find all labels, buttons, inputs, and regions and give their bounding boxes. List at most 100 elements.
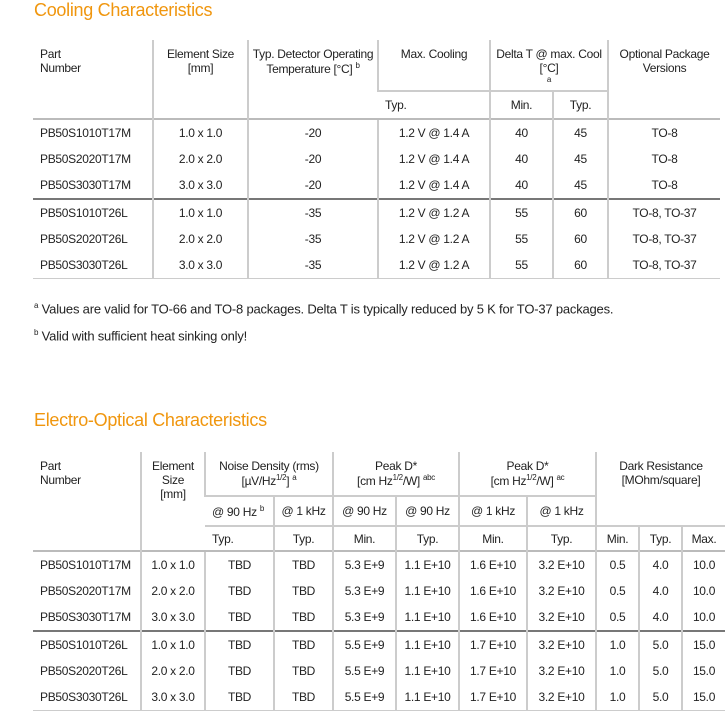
table-cell: 1.7 E+10 bbox=[458, 684, 527, 711]
table-row: PB50S2020T17M 2.0 x 2.0 TBD TBD 5.3 E+9 1.1 E… bbox=[33, 578, 726, 604]
table-cell: TBD bbox=[273, 550, 333, 578]
table-cell: 55 bbox=[489, 198, 553, 226]
subheader-min: Min. bbox=[332, 525, 396, 551]
table-cell: 1.0 bbox=[595, 684, 640, 711]
table-cell: 2.0 x 2.0 bbox=[140, 578, 205, 604]
table-cell: 10.0 bbox=[681, 550, 726, 578]
header-part: Part Number bbox=[40, 459, 81, 487]
table-cell: 1.2 V @ 1.2 A bbox=[377, 226, 490, 252]
part-number-cell: PB50S2020T26L bbox=[40, 232, 128, 246]
table-cell: 1.1 E+10 bbox=[395, 550, 459, 578]
table-cell: 0.5 bbox=[595, 550, 640, 578]
table-cell: 15.0 bbox=[681, 658, 726, 684]
table-cell: -35 bbox=[247, 252, 378, 279]
table-cell: 1.2 V @ 1.4 A bbox=[377, 118, 490, 146]
part-number-cell: PB50S1010T17M bbox=[33, 550, 141, 578]
table-row: PB50S3030T17M 3.0 x 3.0 -20 1.2 V @ 1.4 A 40… bbox=[33, 172, 721, 199]
table-cell: 5.5 E+9 bbox=[332, 658, 396, 684]
subheader-typ: Typ. bbox=[273, 525, 333, 551]
table-cell: 1.2 V @ 1.2 A bbox=[377, 198, 490, 226]
table-cell: -20 bbox=[247, 118, 378, 146]
table-cell: TBD bbox=[204, 604, 274, 631]
table-row: PB50S3030T26L 3.0 x 3.0 -35 1.2 V @ 1.2 A 55… bbox=[33, 252, 721, 279]
cooling-table: Part Number Element Size [mm] Typ. Detec… bbox=[33, 40, 721, 279]
part-number-cell: PB50S1010T26L bbox=[33, 198, 153, 226]
header-size: Element Size [mm] bbox=[152, 40, 248, 119]
table-row: PB50S1010T17M 1.0 x 1.0 TBD TBD 5.3 E+9 1.1 E… bbox=[33, 550, 726, 578]
subheader-1khz: @ 1 kHz bbox=[525, 495, 597, 526]
table-cell: 5.5 E+9 bbox=[332, 630, 396, 658]
table-cell: 5.3 E+9 bbox=[332, 550, 396, 578]
table-cell: -20 bbox=[247, 172, 378, 199]
table-cell: 1.0 x 1.0 bbox=[152, 118, 248, 146]
table-cell: 60 bbox=[551, 252, 609, 279]
table-cell: 1.1 E+10 bbox=[395, 578, 459, 604]
part-number-cell: PB50S3030T26L bbox=[33, 684, 141, 711]
table-cell: 3.0 x 3.0 bbox=[152, 252, 248, 279]
table-cell: 60 bbox=[551, 226, 609, 252]
header-dark-resistance: Dark Resistance [MOhm/square] bbox=[595, 452, 726, 526]
header-part: Part Number bbox=[40, 47, 81, 75]
part-number-cell: PB50S1010T26L bbox=[33, 630, 141, 658]
table-cell: 40 bbox=[489, 146, 553, 172]
header-package: Optional Package Versions bbox=[607, 40, 721, 119]
table-cell: 5.0 bbox=[638, 658, 683, 684]
table-row: PB50S1010T26L 1.0 x 1.0 -35 1.2 V @ 1.2 A 55… bbox=[33, 198, 721, 226]
table-cell: 4.0 bbox=[638, 578, 683, 604]
subheader-90hz: @ 90 Hz bbox=[332, 495, 396, 526]
table-row: PB50S2020T26L 2.0 x 2.0 -35 1.2 V @ 1.2 A 55… bbox=[33, 226, 721, 252]
table-row: PB50S3030T26L 3.0 x 3.0 TBD TBD 5.5 E+9 1.1 E… bbox=[33, 684, 726, 711]
part-number-cell: PB50S2020T26L bbox=[40, 664, 128, 678]
footnote-b: b Valid with sufficient heat sinking onl… bbox=[34, 328, 248, 344]
table-cell: 5.3 E+9 bbox=[332, 604, 396, 631]
header-peak-d-1k: Peak D* [cm Hz1/2/W] ac bbox=[457, 452, 597, 496]
table-cell: 4.0 bbox=[638, 550, 683, 578]
subheader-min: Min. bbox=[489, 90, 553, 119]
table-cell: 1.6 E+10 bbox=[458, 550, 527, 578]
table-cell: TBD bbox=[273, 604, 333, 631]
table-cell: TBD bbox=[204, 550, 274, 578]
table-cell: 45 bbox=[551, 118, 609, 146]
subheader-1khz: @ 1 kHz bbox=[273, 495, 333, 526]
table-cell: 45 bbox=[551, 146, 609, 172]
table-cell: 1.7 E+10 bbox=[458, 630, 527, 658]
part-number-cell: PB50S3030T17M bbox=[40, 610, 131, 624]
table-cell: 3.0 x 3.0 bbox=[140, 684, 205, 711]
table-cell: 1.1 E+10 bbox=[395, 684, 459, 711]
table-cell: 1.0 x 1.0 bbox=[140, 630, 205, 658]
table-cell: 1.1 E+10 bbox=[395, 630, 459, 658]
table-cell: 1.1 E+10 bbox=[395, 604, 459, 631]
table-cell: 1.6 E+10 bbox=[458, 604, 527, 631]
subheader-max: Max. bbox=[681, 525, 726, 551]
table-cell: 40 bbox=[489, 172, 553, 199]
table-cell: 2.0 x 2.0 bbox=[152, 226, 248, 252]
part-number-cell: PB50S3030T26L bbox=[33, 252, 153, 279]
table-cell: 3.0 x 3.0 bbox=[152, 172, 248, 199]
table-cell: 3.2 E+10 bbox=[525, 630, 597, 658]
table-cell: TBD bbox=[204, 630, 274, 658]
table-cell: 3.2 E+10 bbox=[525, 578, 597, 604]
table-cell: 60 bbox=[551, 198, 609, 226]
subheader-typ: Typ. bbox=[205, 525, 274, 551]
table-cell: TO-8, TO-37 bbox=[607, 252, 721, 279]
table-cell: 2.0 x 2.0 bbox=[140, 658, 205, 684]
part-number-cell: PB50S2020T17M bbox=[40, 152, 131, 166]
table-cell: TBD bbox=[273, 630, 333, 658]
electro-optical-table: Part Number Element Size [mm] Noise Dens… bbox=[33, 452, 726, 711]
table-cell: 3.2 E+10 bbox=[525, 658, 597, 684]
table-cell: 55 bbox=[489, 226, 553, 252]
table-cell: 0.5 bbox=[595, 604, 640, 631]
table-cell: 2.0 x 2.0 bbox=[152, 146, 248, 172]
table-row: PB50S2020T17M 2.0 x 2.0 -20 1.2 V @ 1.4 A 40… bbox=[33, 146, 721, 172]
table-cell: 3.2 E+10 bbox=[525, 550, 597, 578]
table-cell: 4.0 bbox=[638, 604, 683, 631]
subheader-typ: Typ. bbox=[638, 525, 683, 551]
table-cell: 3.2 E+10 bbox=[525, 684, 597, 711]
table-cell: 15.0 bbox=[681, 684, 726, 711]
table-cell: -35 bbox=[247, 198, 378, 226]
table-cell: 5.3 E+9 bbox=[332, 578, 396, 604]
header-max-cooling: Max. Cooling bbox=[377, 40, 490, 91]
table-row: PB50S3030T17M 3.0 x 3.0 TBD TBD 5.3 E+9 1.1 E… bbox=[33, 604, 726, 631]
header-temp: Typ. Detector Operating Temperature [°C]… bbox=[247, 40, 378, 119]
table-cell: 1.0 bbox=[595, 658, 640, 684]
